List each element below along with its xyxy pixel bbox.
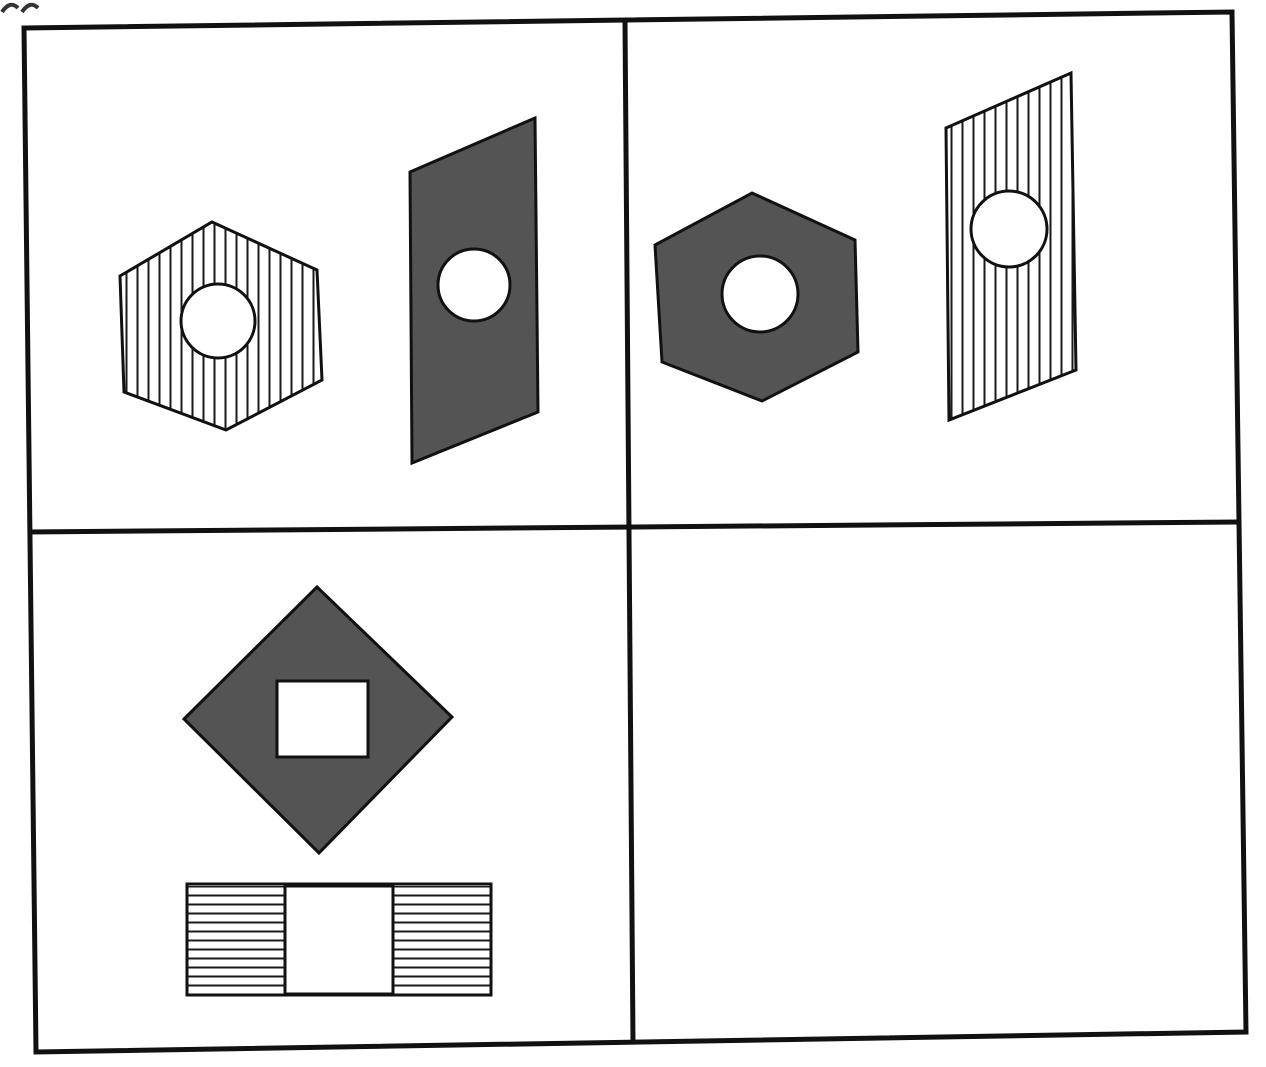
vertical-divider	[622, 21, 636, 1045]
cell-bottom-left	[181, 584, 493, 997]
cell-top-right	[653, 70, 1078, 423]
right-hatched-block	[393, 886, 491, 994]
dark-diamond-with-square	[181, 584, 455, 856]
dark-parallelogram-with-circle	[408, 115, 540, 466]
circle-hole	[969, 189, 1049, 269]
hatched-parallelogram-with-circle	[944, 70, 1078, 423]
scan-fragment-mark	[0, 2, 40, 14]
circle-hole	[436, 247, 512, 323]
cell-top-left	[118, 115, 540, 466]
square-hole	[275, 679, 370, 759]
grid-frame	[21, 9, 1249, 1055]
hatched-hexagon-with-circle	[118, 220, 324, 432]
horizontal-divider	[27, 519, 1241, 535]
dark-hexagon-with-circle	[653, 191, 860, 403]
circle-hole	[179, 282, 257, 360]
left-hatched-block	[187, 886, 285, 994]
rectangle-outline	[185, 882, 493, 997]
square-hole	[283, 884, 395, 996]
hatched-rectangle-with-square	[185, 882, 493, 997]
outer-border	[21, 9, 1249, 1055]
circle-hole	[720, 254, 800, 334]
